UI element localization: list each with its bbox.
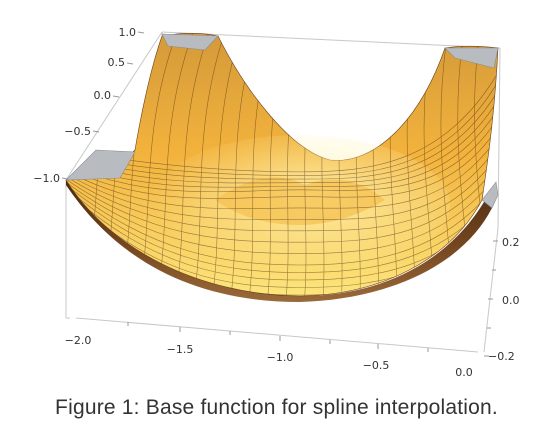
surface-underside	[66, 180, 492, 302]
mesh-line	[66, 181, 498, 273]
y-tick-label: −0.5	[64, 125, 91, 138]
mesh-line	[210, 33, 242, 296]
surface-mesh	[66, 33, 498, 296]
mesh-line	[66, 125, 498, 209]
y-tick-label: 0.0	[94, 89, 112, 102]
mesh-line	[66, 97, 498, 188]
mesh-line	[66, 59, 498, 173]
x-tick-label: −2.0	[65, 334, 92, 347]
mesh-line	[191, 33, 226, 296]
y-axis: 1.0 0.5 0.0 −0.5 −1.0	[33, 26, 136, 185]
mesh-line	[66, 78, 498, 180]
mesh-line	[66, 134, 498, 220]
mesh-line	[66, 69, 498, 176]
mesh-line	[66, 87, 498, 184]
clipped-corners	[65, 33, 499, 209]
x-tick-label: −1.0	[267, 351, 294, 364]
z-tick-label: −0.2	[488, 350, 515, 363]
z-tick-label: 0.0	[502, 294, 520, 307]
figure-caption: Figure 1: Base function for spline inter…	[55, 396, 498, 419]
surface-plot-canvas: 1.0 0.5 0.0 −0.5 −1.0 −2.0 −1.5 −1.0 −0.…	[33, 26, 520, 379]
y-tick-label: −1.0	[33, 172, 60, 185]
surface-plot: 1.0 0.5 0.0 −0.5 −1.0 −2.0 −1.5 −1.0 −0.…	[33, 26, 520, 379]
mesh-line	[66, 116, 498, 199]
mesh-line	[66, 172, 498, 266]
y-tick-label: 1.0	[119, 26, 137, 39]
mesh-line	[66, 162, 498, 254]
x-tick-label: 0.0	[455, 366, 473, 379]
central-bump	[215, 177, 385, 225]
y-tick-label: 0.5	[108, 56, 126, 69]
x-axis: −2.0 −1.5 −1.0 −0.5 0.0	[65, 334, 473, 379]
z-tick-label: 0.2	[502, 236, 520, 249]
tick-marks	[61, 31, 498, 357]
mesh-line	[66, 153, 498, 243]
mesh-line	[66, 106, 498, 193]
plot-box-front	[66, 227, 499, 353]
z-axis: 0.2 0.0 −0.2	[488, 236, 520, 363]
x-tick-label: −0.5	[363, 359, 390, 372]
x-tick-label: −1.5	[167, 343, 194, 356]
